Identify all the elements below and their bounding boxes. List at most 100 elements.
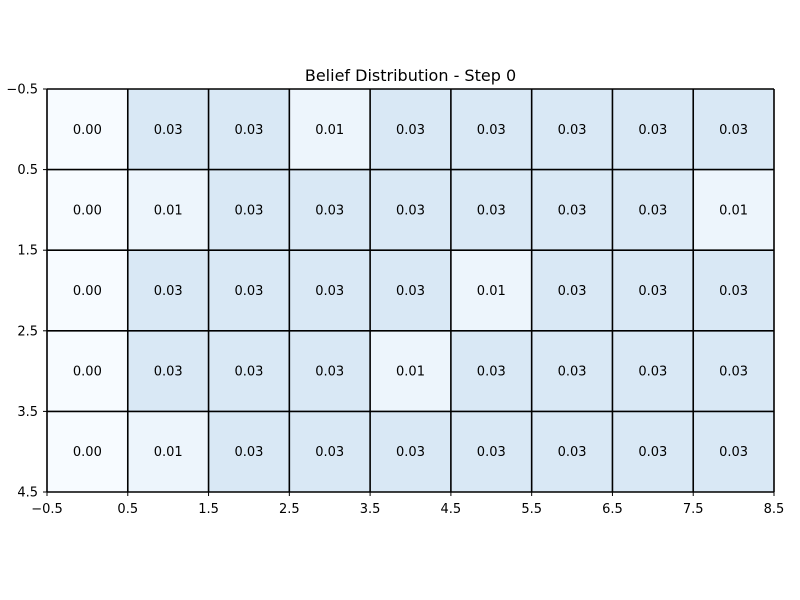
cell-value-label: 0.03 <box>154 365 183 380</box>
chart-title: Belief Distribution - Step 0 <box>305 66 516 85</box>
heatmap-cell <box>531 411 613 492</box>
y-axis: −0.5 0.5 1.5 2.5 3.5 4.5 <box>6 83 47 501</box>
heatmap-cell <box>370 411 451 492</box>
y-tick-label: −0.5 <box>6 83 38 98</box>
cell-value-label: 0.03 <box>558 123 587 138</box>
heatmap-cell <box>208 89 290 170</box>
cell-value-label: 0.03 <box>234 284 263 299</box>
cell-value-label: 0.03 <box>477 365 506 380</box>
cell-value-label: 0.03 <box>477 123 506 138</box>
x-axis: −0.5 0.5 1.5 2.5 3.5 4.5 5.5 6.5 7.5 8.5 <box>31 492 784 517</box>
cell-value-label: 0.03 <box>719 445 748 460</box>
heatmap-cell <box>127 250 209 331</box>
cell-value-label: 0.03 <box>558 284 587 299</box>
heatmap-cell <box>450 89 532 170</box>
cell-value-label: 0.03 <box>234 365 263 380</box>
cell-value-label: 0.01 <box>477 284 506 299</box>
cell-value-label: 0.03 <box>638 203 667 218</box>
x-tick-label: 2.5 <box>279 502 300 517</box>
heatmap-cell <box>47 169 128 251</box>
heatmap-cell <box>693 250 774 331</box>
heatmap-cell <box>208 250 290 331</box>
heatmap-cell <box>208 169 290 251</box>
y-tick-label: 2.5 <box>17 324 38 339</box>
cell-value-label: 0.01 <box>154 445 183 460</box>
heatmap-cell <box>693 169 774 251</box>
heatmap-cell <box>127 89 209 170</box>
heatmap-cell <box>289 411 371 492</box>
heatmap-cell <box>47 411 128 492</box>
heatmap-cell <box>531 330 613 412</box>
cell-value-label: 0.03 <box>396 284 425 299</box>
heatmap-cell <box>127 411 209 492</box>
heatmap-cell <box>289 169 371 251</box>
cell-value-label: 0.03 <box>234 203 263 218</box>
cell-value-label: 0.03 <box>315 284 344 299</box>
heatmap-cell <box>612 330 694 412</box>
cell-value-label: 0.03 <box>315 365 344 380</box>
x-tick-label: 7.5 <box>683 502 704 517</box>
heatmap-cell <box>450 411 532 492</box>
heatmap-cell <box>370 169 451 251</box>
heatmap-cell <box>47 330 128 412</box>
cell-value-label: 0.01 <box>315 123 344 138</box>
cell-value-label: 0.00 <box>73 203 102 218</box>
heatmap-cell <box>370 330 451 412</box>
y-tick-label: 4.5 <box>17 486 38 501</box>
x-tick-label: 0.5 <box>117 502 138 517</box>
cell-value-label: 0.00 <box>73 445 102 460</box>
heatmap-cell <box>208 411 290 492</box>
cell-value-label: 0.03 <box>234 445 263 460</box>
cell-value-label: 0.03 <box>638 284 667 299</box>
heatmap-cell <box>693 89 774 170</box>
heatmap-cell <box>612 169 694 251</box>
cell-value-label: 0.03 <box>638 123 667 138</box>
heatmap-cell <box>693 411 774 492</box>
cell-value-label: 0.03 <box>396 203 425 218</box>
heatmap-cell <box>450 250 532 331</box>
cell-value-label: 0.01 <box>396 365 425 380</box>
heatmap-cell <box>531 169 613 251</box>
heatmap-cell <box>531 89 613 170</box>
cell-value-label: 0.03 <box>638 445 667 460</box>
heatmap-cell <box>612 89 694 170</box>
x-tick-label: 8.5 <box>764 502 785 517</box>
cell-value-label: 0.03 <box>315 445 344 460</box>
cell-value-label: 0.03 <box>558 445 587 460</box>
cell-value-label: 0.03 <box>396 123 425 138</box>
cell-value-label: 0.00 <box>73 123 102 138</box>
heatmap-cell <box>612 411 694 492</box>
cell-value-label: 0.01 <box>719 203 748 218</box>
cell-value-label: 0.03 <box>477 445 506 460</box>
cell-value-label: 0.03 <box>396 445 425 460</box>
x-tick-label: 5.5 <box>521 502 542 517</box>
x-tick-label: 3.5 <box>360 502 381 517</box>
heatmap-cell <box>47 250 128 331</box>
heatmap-cell <box>693 330 774 412</box>
heatmap-cell-labels: 0.00 0.03 0.03 0.01 0.03 0.03 0.03 0.03 0.03 0.00… <box>73 123 748 460</box>
heatmap-cell <box>370 89 451 170</box>
y-tick-label: 0.5 <box>17 163 38 178</box>
x-tick-label: −0.5 <box>31 502 63 517</box>
x-tick-label: 4.5 <box>441 502 462 517</box>
cell-value-label: 0.03 <box>638 365 667 380</box>
cell-value-label: 0.03 <box>719 284 748 299</box>
cell-value-label: 0.03 <box>154 123 183 138</box>
heatmap-cell <box>612 250 694 331</box>
heatmap-cell <box>370 250 451 331</box>
heatmap-grid <box>46 88 775 493</box>
x-tick-label: 1.5 <box>198 502 219 517</box>
cell-value-label: 0.03 <box>719 123 748 138</box>
heatmap-cell <box>531 250 613 331</box>
heatmap-cell <box>208 330 290 412</box>
heatmap-cell <box>289 89 371 170</box>
cell-value-label: 0.00 <box>73 365 102 380</box>
cell-value-label: 0.00 <box>73 284 102 299</box>
heatmap-cell <box>289 250 371 331</box>
heatmap-cells <box>47 89 774 492</box>
cell-value-label: 0.03 <box>315 203 344 218</box>
heatmap-cell <box>450 330 532 412</box>
heatmap-cell <box>127 330 209 412</box>
cell-value-label: 0.03 <box>558 203 587 218</box>
